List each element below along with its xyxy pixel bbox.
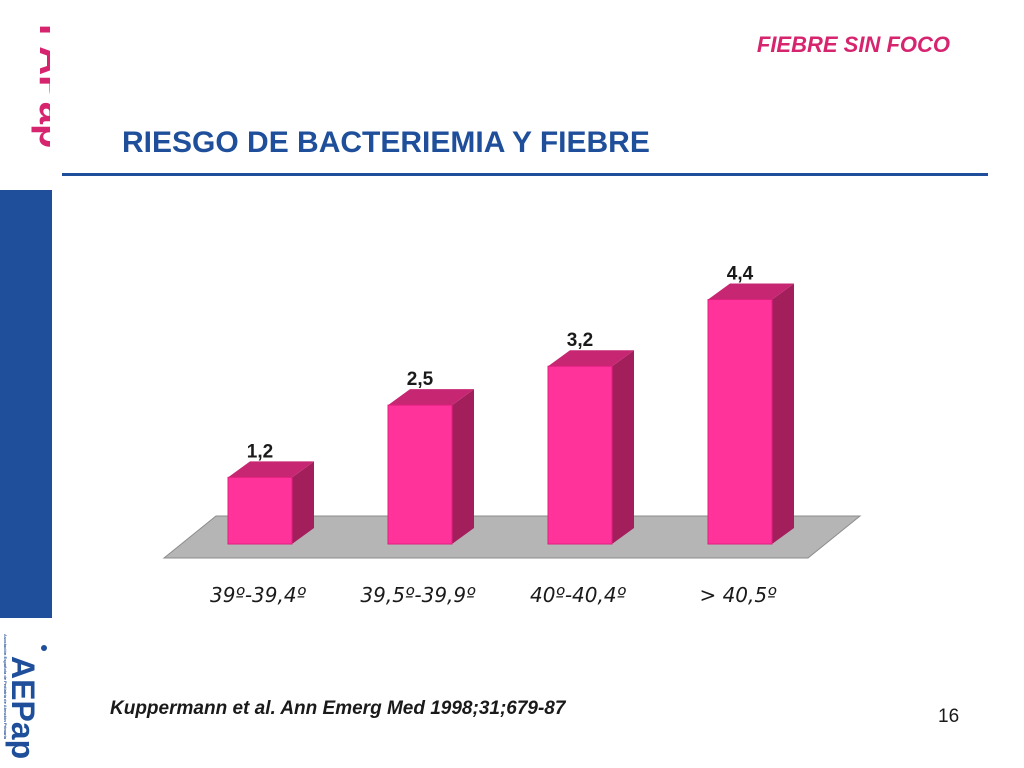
citation: Kuppermann et al. Ann Emerg Med 1998;31;… xyxy=(110,698,566,719)
title-divider xyxy=(62,173,988,176)
bar-side xyxy=(292,461,314,544)
bar-top xyxy=(388,389,474,406)
bar-side xyxy=(612,350,634,544)
chart-floor xyxy=(162,515,862,559)
aepap-logo-text: AEPap xyxy=(5,656,41,759)
bar-side xyxy=(452,389,474,544)
bar xyxy=(707,299,773,545)
bar xyxy=(227,476,293,545)
x-tick-label: > 40,5º xyxy=(699,583,777,607)
bar-top xyxy=(548,350,634,367)
bar-top xyxy=(708,283,794,300)
data-label: 3,2 xyxy=(567,330,593,351)
bar-top xyxy=(228,461,314,478)
page-number: 16 xyxy=(938,706,960,727)
bar xyxy=(387,404,453,545)
slide-title: RIESGO DE BACTERIEMIA Y FIEBRE xyxy=(122,126,650,159)
x-tick-label: 39,5º-39,9º xyxy=(360,583,476,607)
aepap-logo: Asociación Española de Pediatría de Aten… xyxy=(3,634,47,759)
aepap-logo-caption: Asociación Española de Pediatría de Aten… xyxy=(3,634,8,740)
bar-side xyxy=(772,283,794,544)
aepap-logo-dot xyxy=(41,645,47,651)
data-label: 2,5 xyxy=(407,369,434,390)
brand-sidebar-bar xyxy=(0,190,52,618)
x-tick-label: 39º-39,4º xyxy=(210,583,307,607)
bar-chart: 1,2 39º-39,4º 2,5 39,5º-39,9º 3,2 40º-40,4º 4,… xyxy=(162,264,862,607)
fapap-logo-text: FAPap xyxy=(31,24,50,148)
data-label: 1,2 xyxy=(247,441,273,462)
fapap-logo: FAPap xyxy=(31,24,50,148)
section-label: FIEBRE SIN FOCO xyxy=(756,32,950,57)
data-label: 4,4 xyxy=(727,264,754,285)
bar xyxy=(547,365,613,545)
x-tick-label: 40º-40,4º xyxy=(530,583,627,607)
